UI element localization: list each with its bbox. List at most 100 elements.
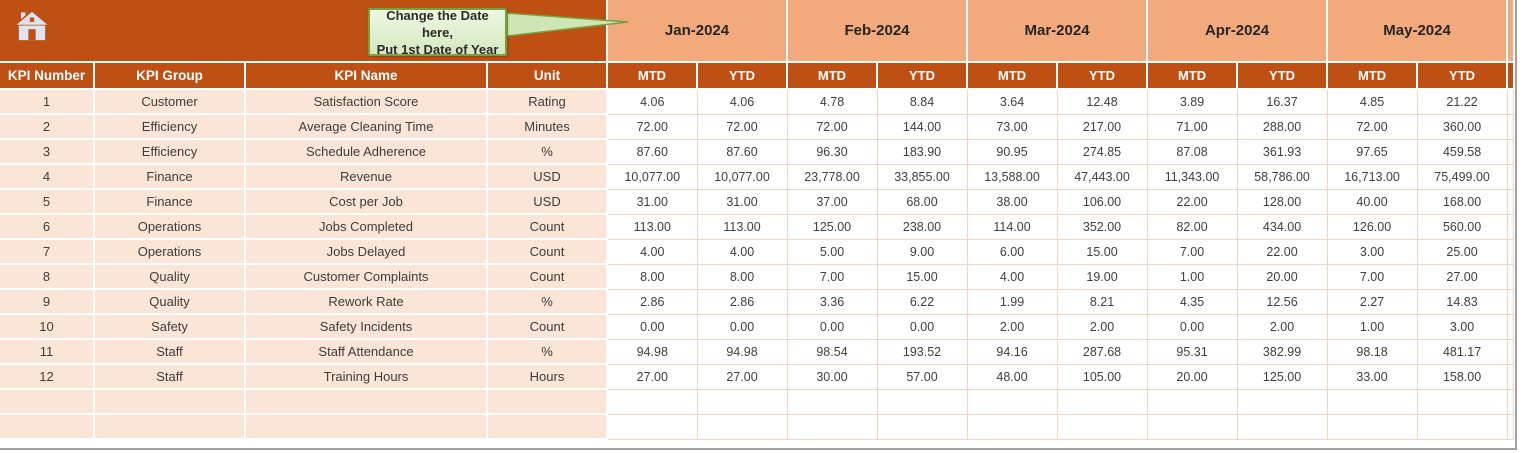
cell-value[interactable]: 14.83 xyxy=(1417,289,1508,315)
cell-value[interactable]: 183.90 xyxy=(877,139,968,165)
cell-value[interactable]: 8.21 xyxy=(1057,289,1148,315)
cell-kpi-group[interactable]: Efficiency xyxy=(94,114,246,140)
cell-value[interactable]: 113.00 xyxy=(607,214,698,240)
cell-value[interactable]: 144.00 xyxy=(877,114,968,140)
cell-value[interactable]: 105.00 xyxy=(1057,364,1148,390)
month-header-feb[interactable]: Feb-2024 xyxy=(785,0,968,63)
cell-value[interactable]: 0.00 xyxy=(877,314,968,340)
cell-kpi-name[interactable]: Customer Complaints xyxy=(245,264,488,290)
cell-kpi-name[interactable]: Staff Attendance xyxy=(245,339,488,365)
cell-value-partial[interactable] xyxy=(1507,364,1514,390)
cell-empty[interactable] xyxy=(94,389,246,415)
cell-value[interactable]: 58,786.00 xyxy=(1237,164,1328,190)
cell-value[interactable]: 2.27 xyxy=(1327,289,1418,315)
cell-value[interactable]: 47,443.00 xyxy=(1057,164,1148,190)
cell-empty[interactable] xyxy=(787,389,878,415)
cell-value[interactable]: 113.00 xyxy=(697,214,788,240)
cell-kpi-number[interactable]: 11 xyxy=(0,339,95,365)
cell-value[interactable]: 3.89 xyxy=(1147,89,1238,115)
cell-kpi-number[interactable]: 6 xyxy=(0,214,95,240)
date-change-callout[interactable]: Change the Date here, Put 1st Date of Ye… xyxy=(368,8,507,57)
cell-value[interactable]: 94.98 xyxy=(607,339,698,365)
cell-unit[interactable]: % xyxy=(487,339,608,365)
header-jan-ytd[interactable]: YTD xyxy=(696,62,787,90)
header-apr-mtd[interactable]: MTD xyxy=(1146,62,1238,90)
cell-value[interactable]: 7.00 xyxy=(1147,239,1238,265)
cell-empty[interactable] xyxy=(1327,389,1418,415)
cell-value[interactable]: 238.00 xyxy=(877,214,968,240)
cell-kpi-group[interactable]: Safety xyxy=(94,314,246,340)
cell-empty[interactable] xyxy=(1237,389,1328,415)
header-may-mtd[interactable]: MTD xyxy=(1326,62,1418,90)
cell-value[interactable]: 12.48 xyxy=(1057,89,1148,115)
cell-value[interactable]: 8.84 xyxy=(877,89,968,115)
cell-empty[interactable] xyxy=(967,414,1058,440)
cell-value[interactable]: 82.00 xyxy=(1147,214,1238,240)
cell-value[interactable]: 6.22 xyxy=(877,289,968,315)
cell-value[interactable]: 33.00 xyxy=(1327,364,1418,390)
cell-value[interactable]: 72.00 xyxy=(787,114,878,140)
cell-value[interactable]: 22.00 xyxy=(1147,189,1238,215)
cell-empty[interactable] xyxy=(607,414,698,440)
cell-value[interactable]: 352.00 xyxy=(1057,214,1148,240)
cell-value[interactable]: 19.00 xyxy=(1057,264,1148,290)
cell-value-partial[interactable] xyxy=(1507,239,1514,265)
cell-value[interactable]: 98.18 xyxy=(1327,339,1418,365)
cell-value[interactable]: 360.00 xyxy=(1417,114,1508,140)
cell-value[interactable]: 95.31 xyxy=(1147,339,1238,365)
cell-value[interactable]: 125.00 xyxy=(1237,364,1328,390)
cell-empty[interactable] xyxy=(0,389,95,415)
cell-value[interactable]: 125.00 xyxy=(787,214,878,240)
month-header-mar[interactable]: Mar-2024 xyxy=(966,0,1148,63)
cell-value[interactable]: 48.00 xyxy=(967,364,1058,390)
cell-empty[interactable] xyxy=(1507,389,1514,415)
cell-value[interactable]: 0.00 xyxy=(1147,314,1238,340)
cell-empty[interactable] xyxy=(245,414,488,440)
cell-empty[interactable] xyxy=(1057,389,1148,415)
cell-value[interactable]: 98.54 xyxy=(787,339,878,365)
cell-value[interactable]: 20.00 xyxy=(1237,264,1328,290)
cell-value[interactable]: 31.00 xyxy=(697,189,788,215)
cell-empty[interactable] xyxy=(0,414,95,440)
cell-empty[interactable] xyxy=(1147,414,1238,440)
cell-value[interactable]: 481.17 xyxy=(1417,339,1508,365)
cell-value[interactable]: 22.00 xyxy=(1237,239,1328,265)
cell-kpi-group[interactable]: Finance xyxy=(94,189,246,215)
cell-kpi-name[interactable]: Satisfaction Score xyxy=(245,89,488,115)
cell-unit[interactable]: Count xyxy=(487,214,608,240)
cell-value[interactable]: 12.56 xyxy=(1237,289,1328,315)
cell-kpi-name[interactable]: Safety Incidents xyxy=(245,314,488,340)
cell-value[interactable]: 6.00 xyxy=(967,239,1058,265)
cell-value[interactable]: 2.86 xyxy=(697,289,788,315)
cell-value-partial[interactable] xyxy=(1507,339,1514,365)
cell-kpi-number[interactable]: 12 xyxy=(0,364,95,390)
header-kpi-name[interactable]: KPI Name xyxy=(245,62,488,90)
cell-value[interactable]: 15.00 xyxy=(1057,239,1148,265)
cell-value[interactable]: 2.00 xyxy=(1237,314,1328,340)
month-header-may[interactable]: May-2024 xyxy=(1326,0,1508,63)
cell-empty[interactable] xyxy=(1327,414,1418,440)
cell-empty[interactable] xyxy=(697,389,788,415)
cell-empty[interactable] xyxy=(1417,389,1508,415)
cell-kpi-number[interactable]: 5 xyxy=(0,189,95,215)
cell-empty[interactable] xyxy=(877,389,968,415)
cell-value[interactable]: 87.08 xyxy=(1147,139,1238,165)
cell-kpi-name[interactable]: Cost per Job xyxy=(245,189,488,215)
cell-value[interactable]: 0.00 xyxy=(787,314,878,340)
cell-value[interactable]: 1.99 xyxy=(967,289,1058,315)
cell-value[interactable]: 97.65 xyxy=(1327,139,1418,165)
cell-value[interactable]: 72.00 xyxy=(1327,114,1418,140)
cell-value[interactable]: 274.85 xyxy=(1057,139,1148,165)
cell-value[interactable]: 434.00 xyxy=(1237,214,1328,240)
cell-kpi-number[interactable]: 3 xyxy=(0,139,95,165)
cell-value[interactable]: 3.36 xyxy=(787,289,878,315)
cell-value[interactable]: 4.06 xyxy=(607,89,698,115)
cell-unit[interactable]: % xyxy=(487,139,608,165)
cell-value[interactable]: 40.00 xyxy=(1327,189,1418,215)
cell-value[interactable]: 8.00 xyxy=(697,264,788,290)
cell-value-partial[interactable] xyxy=(1507,89,1514,115)
cell-unit[interactable]: USD xyxy=(487,164,608,190)
cell-kpi-number[interactable]: 4 xyxy=(0,164,95,190)
cell-value[interactable]: 4.00 xyxy=(697,239,788,265)
cell-value[interactable]: 5.00 xyxy=(787,239,878,265)
